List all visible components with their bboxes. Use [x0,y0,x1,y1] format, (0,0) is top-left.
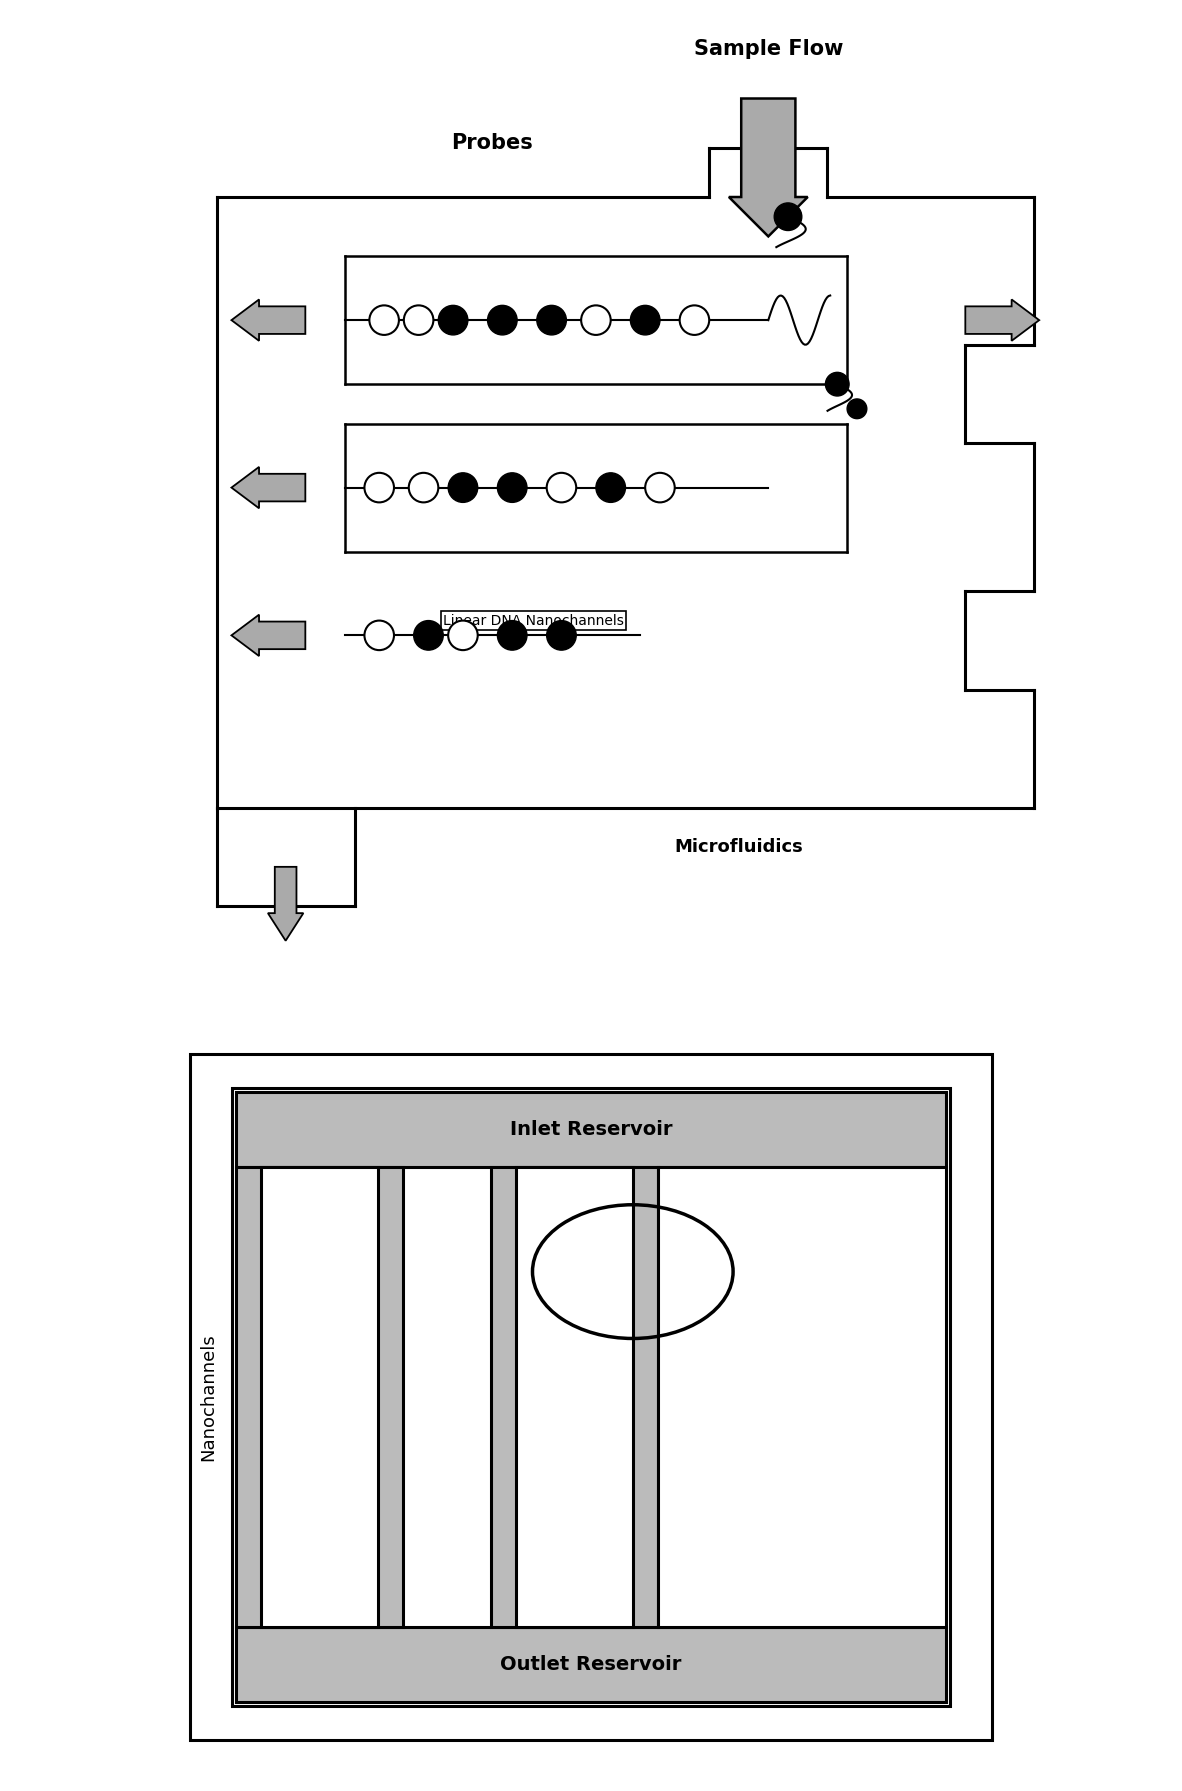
Circle shape [409,473,439,501]
Circle shape [498,473,527,501]
Circle shape [487,306,517,335]
Text: Sample Flow: Sample Flow [694,39,843,59]
Circle shape [825,373,849,396]
FancyArrow shape [232,467,305,509]
Text: Nanochannels: Nanochannels [200,1333,217,1461]
Circle shape [847,399,866,419]
Text: Probes: Probes [452,133,533,152]
Circle shape [404,306,434,335]
Circle shape [774,202,801,231]
Text: Microfluidics: Microfluidics [675,838,803,856]
FancyArrow shape [268,867,304,940]
Bar [235,1093,947,1168]
Bar [658,1168,947,1626]
Circle shape [630,306,660,335]
Circle shape [448,473,478,501]
Circle shape [546,473,576,501]
Circle shape [537,306,566,335]
Circle shape [448,621,478,650]
Circle shape [546,621,576,650]
Circle shape [582,306,611,335]
FancyArrow shape [966,299,1039,340]
Circle shape [414,621,443,650]
Text: Inlet Reservoir: Inlet Reservoir [509,1119,673,1139]
Circle shape [498,621,527,650]
Circle shape [364,473,394,501]
FancyArrow shape [232,299,305,340]
FancyArrow shape [232,614,305,656]
Circle shape [680,306,709,335]
Bar [235,1168,403,1626]
Circle shape [645,473,675,501]
Bar [491,1168,658,1626]
Bar [235,1626,947,1701]
Circle shape [596,473,625,501]
FancyArrow shape [729,99,807,236]
Bar [515,1168,632,1626]
Circle shape [439,306,468,335]
Circle shape [364,621,394,650]
Text: Outlet Reservoir: Outlet Reservoir [500,1655,682,1675]
Circle shape [369,306,398,335]
Bar [232,1087,950,1707]
Text: Linear DNA Nanochannels: Linear DNA Nanochannels [443,614,624,627]
Bar [261,1168,378,1626]
